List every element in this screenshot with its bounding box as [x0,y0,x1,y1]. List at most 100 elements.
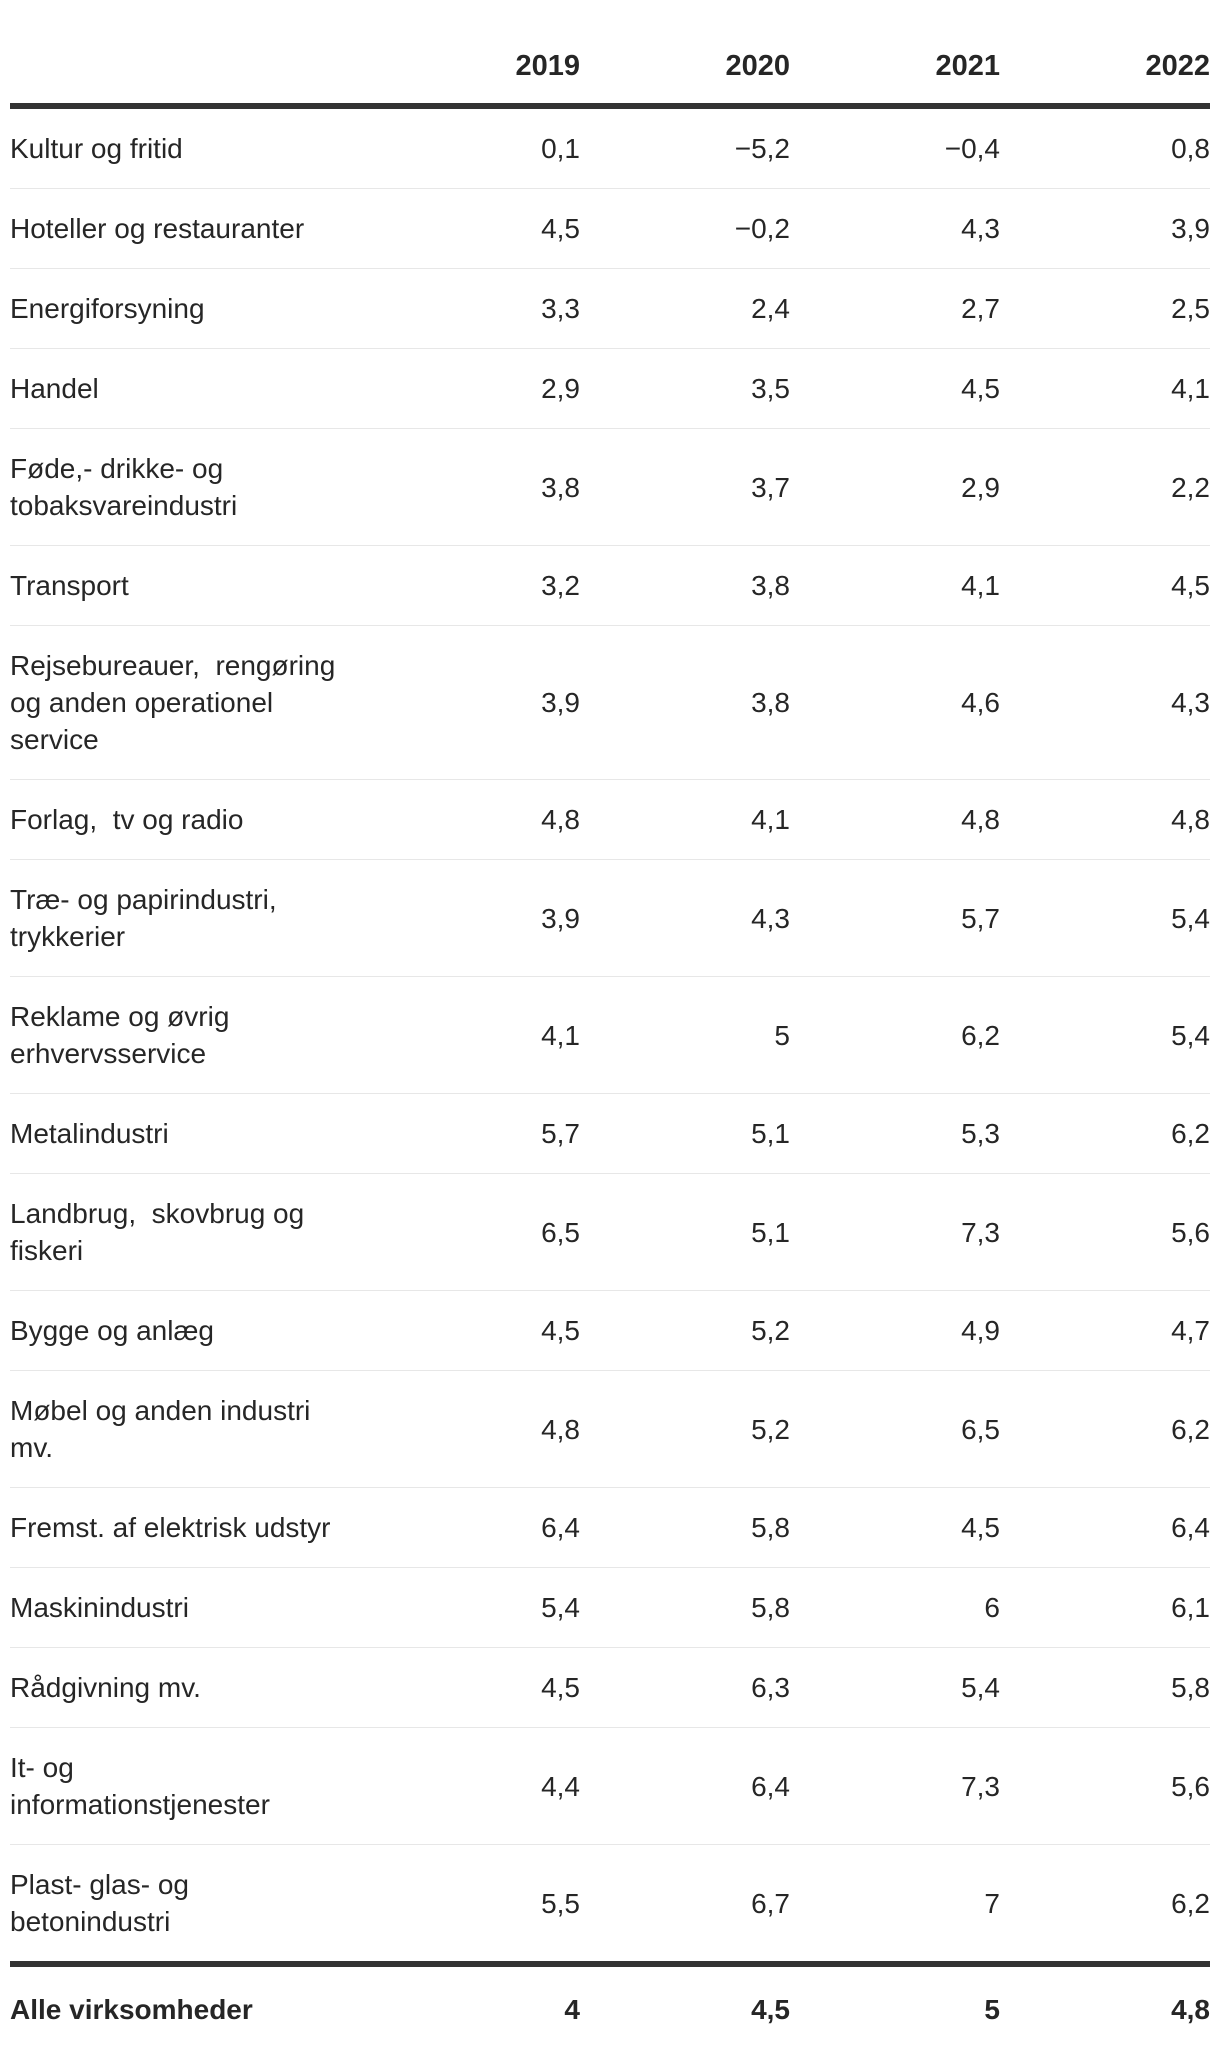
row-value: −5,2 [734,133,790,164]
row-value: 2,9 [541,373,580,404]
row-value: 5,4 [1171,902,1210,934]
row-value: 6,2 [961,1019,1000,1051]
row-value: 5,4 [961,1672,1000,1703]
table-header-row: 2019 2020 2021 2022 [10,0,1210,109]
row-value: 7 [984,1887,1000,1919]
table-row: Føde,- drikke- og tobaksvareindustri 3,8… [10,429,1210,546]
row-value: −0,2 [734,213,790,244]
column-header-year-3: 2021 [935,50,1000,82]
row-value: −0,4 [944,133,1000,164]
row-label: Maskinindustri [10,1592,189,1623]
row-value: 2,5 [1171,293,1210,324]
table-row: Møbel og anden industri mv. 4,8 5,2 6,5 … [10,1371,1210,1488]
table-row: Transport 3,2 3,8 4,1 4,5 [10,546,1210,626]
row-value: 4,1 [751,804,790,835]
table-footer-row: Alle virksomheder 4 4,5 5 4,8 [10,1961,1210,2062]
row-value: 5,5 [541,1887,580,1919]
row-value: 5,6 [1171,1770,1210,1802]
row-label: Møbel og anden industri mv. [10,1395,311,1463]
row-label: Plast- glas- og betonindustri [10,1869,189,1937]
row-label: Hoteller og restauranter [10,213,305,244]
row-value: 5,4 [541,1592,580,1623]
row-value: 3,8 [541,471,580,503]
row-value: 2,7 [961,293,1000,324]
row-label: Transport [10,570,129,601]
table-row: Energiforsyning 3,3 2,4 2,7 2,5 [10,269,1210,349]
row-value: 4,5 [961,373,1000,404]
row-value: 4,7 [1171,1315,1210,1346]
row-label: Rejsebureauer, rengøring og anden operat… [10,650,336,755]
footer-value-3: 5 [984,1994,1000,2025]
row-value: 4,8 [541,1413,580,1445]
row-value: 4,9 [961,1315,1000,1346]
table-row: Træ- og papirindustri, trykkerier 3,9 4,… [10,860,1210,977]
row-value: 4,1 [1171,373,1210,404]
row-value: 5,4 [1171,1019,1210,1051]
row-value: 3,2 [541,570,580,601]
row-value: 5 [774,1019,790,1051]
row-value: 4,3 [1171,687,1210,718]
row-value: 6,7 [751,1887,790,1919]
row-value: 7,3 [961,1770,1000,1802]
row-value: 2,9 [961,471,1000,503]
row-value: 4,5 [541,213,580,244]
column-header-year-1: 2019 [515,50,580,82]
row-value: 4,5 [541,1315,580,1346]
row-value: 5,8 [751,1592,790,1623]
row-value: 5,2 [751,1413,790,1445]
row-value: 5,6 [1171,1216,1210,1248]
row-value: 6,4 [541,1512,580,1543]
row-value: 3,8 [751,570,790,601]
table-row: Bygge og anlæg 4,5 5,2 4,9 4,7 [10,1291,1210,1371]
table-row: It- og informationstjenester 4,4 6,4 7,3… [10,1728,1210,1845]
table-row: Handel 2,9 3,5 4,5 4,1 [10,349,1210,429]
row-value: 6,3 [751,1672,790,1703]
footer-label: Alle virksomheder [10,1994,253,2025]
row-value: 4,1 [541,1019,580,1051]
row-value: 4,8 [1171,804,1210,835]
row-label: Landbrug, skovbrug og fiskeri [10,1198,305,1266]
row-label: Fremst. af elektrisk udstyr [10,1512,331,1543]
row-value: 2,2 [1171,471,1210,503]
row-value: 6 [984,1592,1000,1623]
row-value: 4,6 [961,687,1000,718]
row-value: 0,8 [1171,133,1210,164]
row-label: Handel [10,373,99,404]
row-value: 6,2 [1171,1413,1210,1445]
row-label: Forlag, tv og radio [10,804,244,835]
row-value: 6,2 [1171,1118,1210,1149]
column-header-year-4: 2022 [1145,50,1210,82]
row-value: 5,7 [541,1118,580,1149]
row-label: Træ- og papirindustri, trykkerier [10,884,277,952]
row-value: 4,5 [961,1512,1000,1543]
row-value: 4,8 [541,804,580,835]
row-label: Bygge og anlæg [10,1315,214,1346]
row-label: Rådgivning mv. [10,1672,201,1703]
row-label: It- og informationstjenester [10,1752,270,1820]
row-value: 3,7 [751,471,790,503]
row-value: 6,5 [961,1413,1000,1445]
row-value: 4,3 [961,213,1000,244]
row-value: 5,3 [961,1118,1000,1149]
footer-value-4: 4,8 [1171,1994,1210,2025]
row-value: 5,1 [751,1216,790,1248]
row-value: 4,5 [1171,570,1210,601]
row-value: 5,2 [751,1315,790,1346]
row-value: 6,4 [1171,1512,1210,1543]
row-value: 0,1 [541,133,580,164]
row-label: Metalindustri [10,1118,169,1149]
table-row: Maskinindustri 5,4 5,8 6 6,1 [10,1568,1210,1648]
row-value: 6,5 [541,1216,580,1248]
row-label: Føde,- drikke- og tobaksvareindustri [10,453,238,521]
row-value: 5,1 [751,1118,790,1149]
row-label: Kultur og fritid [10,133,183,164]
row-value: 3,9 [541,902,580,934]
row-value: 4,8 [961,804,1000,835]
column-header-year-2: 2020 [725,50,790,82]
table-row: Reklame og øvrig erhvervsservice 4,1 5 6… [10,977,1210,1094]
footer-value-1: 4 [564,1994,580,2025]
table-row: Rådgivning mv. 4,5 6,3 5,4 5,8 [10,1648,1210,1728]
table-row: Metalindustri 5,7 5,1 5,3 6,2 [10,1094,1210,1174]
row-value: 4,1 [961,570,1000,601]
